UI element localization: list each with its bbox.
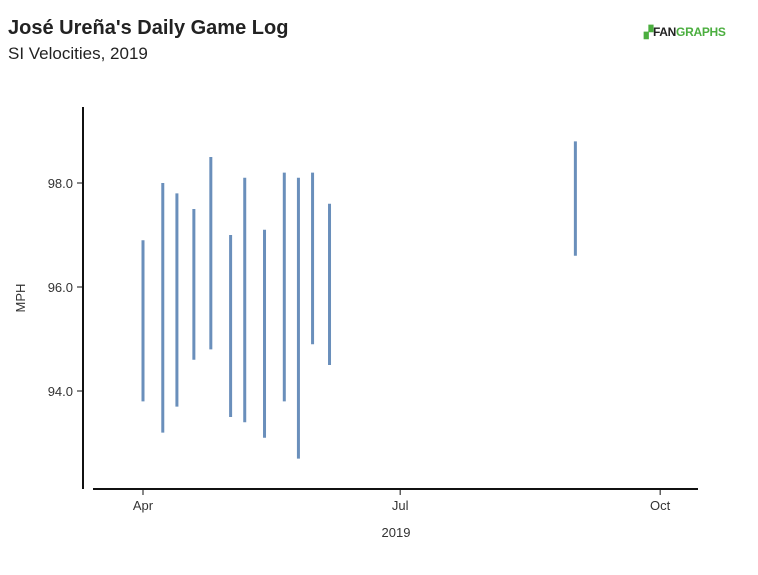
logo-text-graphs: GRAPHS	[676, 25, 726, 39]
y-tick-label: 98.0	[48, 176, 73, 191]
x-tick-label: Apr	[133, 498, 154, 513]
chart-title: José Ureña's Daily Game Log	[8, 17, 289, 39]
chart-subtitle: SI Velocities, 2019	[8, 44, 148, 63]
logo-text-fan: FAN	[652, 25, 677, 39]
fangraphs-logo: ▞FANGRAPHS	[644, 25, 726, 39]
y-axis-label: MPH	[13, 284, 28, 313]
x-tick-label: Oct	[650, 498, 671, 513]
x-axis-label: 2019	[382, 525, 411, 540]
x-tick-label: Jul	[392, 498, 409, 513]
y-tick-label: 94.0	[48, 384, 73, 399]
y-tick-label: 96.0	[48, 280, 73, 295]
logo-mark-icon: ▞	[644, 25, 653, 39]
